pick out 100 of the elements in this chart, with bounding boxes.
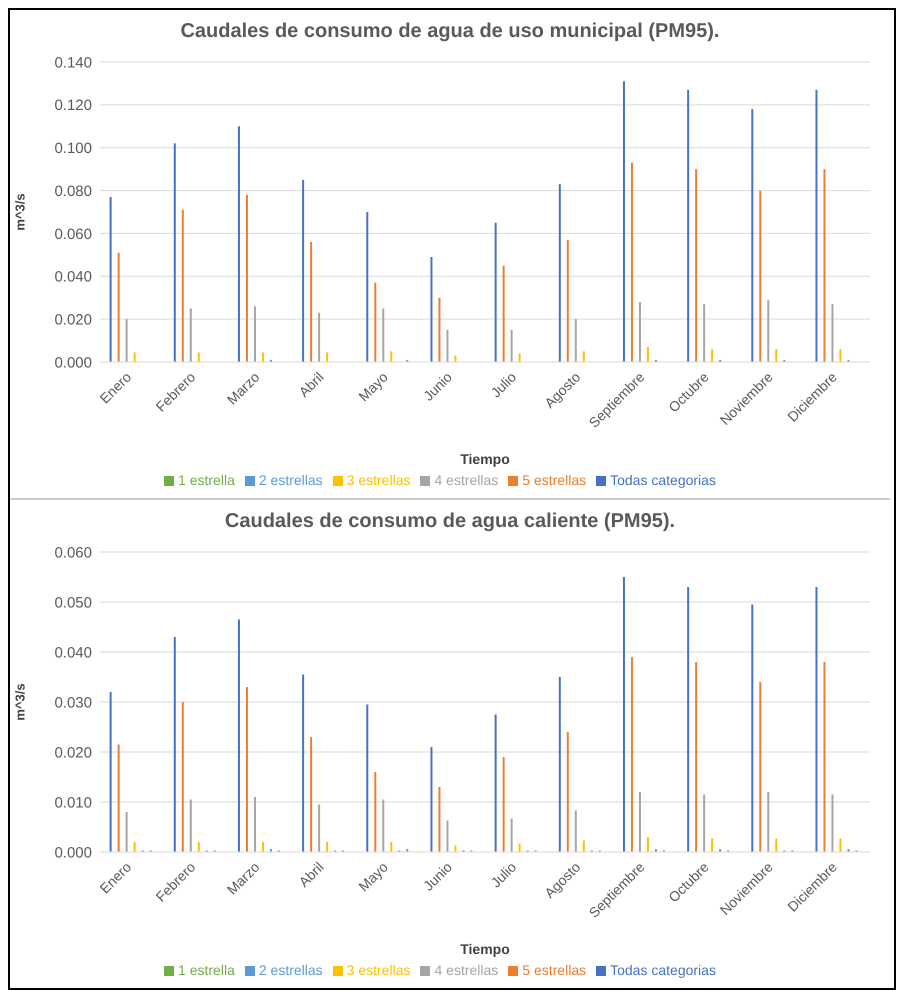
bar	[118, 252, 120, 362]
bar	[446, 330, 448, 362]
bar	[382, 800, 384, 852]
bar	[582, 840, 585, 852]
bar	[382, 308, 384, 362]
bar	[582, 351, 585, 362]
y-tick-label: 0.080	[54, 182, 92, 200]
y-tick-label: 0.000	[54, 354, 92, 372]
bar	[110, 197, 112, 362]
bar	[390, 351, 392, 362]
legend-label: 5 estrellas	[522, 472, 586, 488]
bar	[118, 744, 120, 852]
bar	[558, 184, 561, 362]
bar	[622, 81, 625, 362]
bar	[502, 266, 505, 362]
bar	[767, 792, 770, 852]
bar	[638, 302, 641, 362]
bar	[310, 737, 312, 852]
bar	[646, 837, 649, 852]
bar	[815, 587, 818, 852]
bar	[695, 662, 698, 852]
legend-label: 2 estrellas	[258, 472, 323, 488]
x-axis-title: Tiempo	[460, 451, 510, 467]
bar	[366, 704, 368, 852]
bar	[510, 330, 513, 362]
y-tick-label: 0.060	[54, 544, 92, 562]
bar	[630, 162, 633, 362]
bar	[190, 308, 192, 362]
y-tick-label: 0.040	[54, 268, 92, 286]
bar	[687, 587, 690, 852]
bar	[823, 169, 826, 362]
bar	[318, 312, 320, 362]
bar	[566, 240, 569, 362]
bar	[454, 846, 456, 852]
legend-label: 1 estrella	[178, 472, 235, 488]
bar	[262, 352, 264, 362]
bar	[326, 352, 328, 362]
bar	[238, 126, 240, 362]
legend-label: 4 estrellas	[434, 962, 498, 978]
y-tick-label: 0.010	[54, 794, 92, 812]
bar	[839, 838, 842, 852]
legend-label: Todas categorias	[610, 472, 716, 488]
y-axis-title: m^3/s	[12, 683, 28, 721]
bar	[134, 352, 136, 362]
x-tick-label: Julio	[488, 368, 520, 400]
bar	[126, 319, 128, 362]
y-axis-title: m^3/s	[12, 193, 28, 231]
bar	[831, 794, 834, 852]
bar	[110, 692, 112, 852]
bar	[438, 787, 440, 852]
bar	[638, 792, 641, 852]
legend-label: 3 estrellas	[346, 472, 410, 488]
chart-title: Caudales de consumo de agua de uso municipal (PM95).	[179, 19, 720, 44]
legend-label: 1 estrella	[178, 962, 235, 978]
bar	[302, 180, 304, 362]
bar	[438, 298, 440, 362]
bar	[134, 842, 136, 852]
y-tick-label: 0.040	[54, 644, 92, 662]
y-tick-label: 0.140	[54, 54, 92, 72]
bar	[518, 353, 521, 362]
bar	[767, 300, 770, 362]
bar	[262, 842, 264, 852]
bar	[302, 674, 304, 852]
bar	[254, 797, 256, 852]
y-tick-label: 0.020	[54, 744, 92, 762]
bar	[430, 257, 432, 362]
y-tick-label: 0.030	[54, 694, 92, 712]
legend-label: 3 estrellas	[346, 962, 410, 978]
bar	[310, 242, 312, 362]
bar	[182, 210, 184, 362]
bar	[751, 109, 754, 362]
bar	[510, 818, 513, 852]
chart-title: Caudales de consumo de agua caliente (PM95).	[224, 509, 676, 534]
legend-label: 2 estrellas	[258, 962, 323, 978]
bar	[318, 804, 320, 852]
bar	[174, 637, 176, 852]
bar	[430, 747, 432, 852]
bar	[558, 677, 561, 852]
bar	[839, 349, 842, 362]
bar	[390, 842, 392, 852]
bar	[759, 190, 762, 362]
legend-label: 5 estrellas	[522, 962, 586, 978]
bar	[246, 687, 248, 852]
x-axis-title: Tiempo	[460, 941, 510, 957]
bar	[518, 844, 521, 852]
y-tick-label: 0.100	[54, 140, 92, 158]
bar	[751, 604, 754, 852]
bar	[502, 757, 505, 852]
bar	[703, 304, 706, 362]
bar	[687, 90, 690, 362]
y-tick-label: 0.060	[54, 226, 92, 243]
bar	[326, 842, 328, 852]
bar	[366, 212, 368, 362]
bar	[374, 772, 376, 852]
bar	[374, 282, 376, 362]
bar	[238, 620, 240, 852]
bar	[566, 732, 569, 852]
bar	[174, 143, 176, 362]
bar	[446, 820, 448, 852]
bar	[775, 838, 778, 852]
